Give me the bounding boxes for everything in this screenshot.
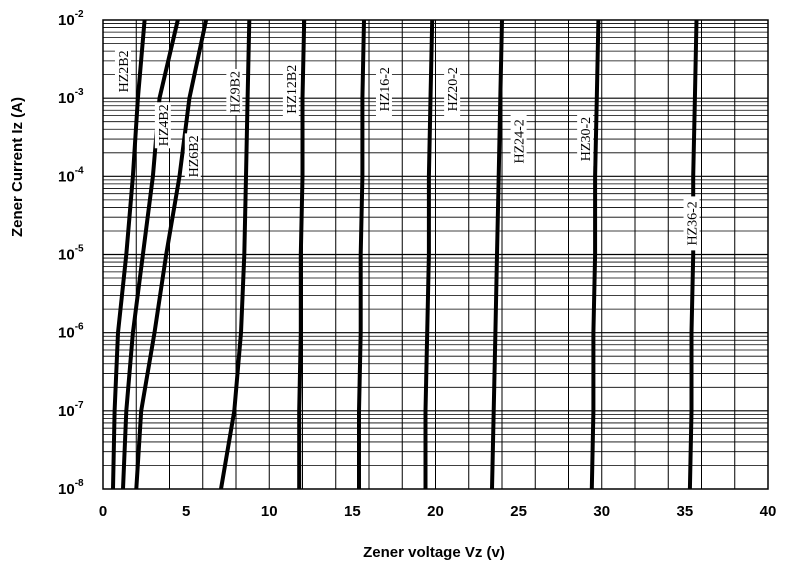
curve-hz9b2: [219, 19, 252, 490]
x-tick-label: 5: [182, 503, 190, 520]
curve-labels: HZ2B2 HZ4B2 HZ6B2 HZ9B2 HZ12B2 HZ16-2 HZ20-2 HZ…: [114, 48, 701, 251]
curve-hz24-2: [490, 19, 504, 490]
curve-label-bg: [114, 48, 131, 95]
curve-label-group: HZ9B2: [226, 68, 243, 115]
curve-label-bg: [683, 196, 700, 251]
curve-label-bg: [510, 114, 527, 169]
curve-label-group: HZ16-2: [375, 62, 393, 117]
x-axis-label: Zener voltage Vz (v): [363, 544, 505, 561]
curve-label: HZ16-2: [378, 67, 393, 111]
x-tick-labels: 0 5 10 15 20 25 30 35 40: [99, 503, 777, 520]
curve-hz12b2: [297, 19, 307, 489]
curve-label: HZ2B2: [117, 50, 132, 92]
y-tick-label: 10-4: [58, 165, 84, 185]
curve-label-bg: [154, 102, 171, 149]
x-tick-label: 35: [677, 503, 694, 520]
grid: [103, 20, 768, 489]
curve-label: HZ20-2: [446, 67, 461, 111]
x-tick-label: 25: [510, 503, 527, 520]
curve-hz16-2: [357, 19, 366, 489]
curve-label-bg: [375, 62, 392, 117]
y-tick-labels: 10-8 10-7 10-6 10-5 10-4 10-3 10-2: [58, 9, 84, 498]
curve-label-bg: [184, 133, 201, 180]
plot-frame: [102, 19, 769, 490]
curve-label-group: HZ20-2: [444, 62, 461, 117]
x-tick-label: 10: [261, 503, 278, 520]
x-tick-label: 30: [593, 503, 610, 520]
curve-label-bg: [577, 112, 594, 167]
curve-label-group: HZ2B2: [114, 48, 132, 95]
curve-label-bg: [226, 68, 243, 115]
curve-label: HZ36-2: [686, 201, 701, 245]
curve-hz20-2: [423, 19, 435, 489]
x-tick-label: 15: [344, 503, 361, 520]
curve-hz4b2: [121, 19, 180, 490]
curve-label-group: HZ30-2: [577, 112, 594, 167]
y-tick-label: 10-3: [58, 87, 84, 107]
curve-label-bg: [444, 62, 461, 117]
y-tick-label: 10-8: [58, 478, 84, 498]
curve-label-bg: [282, 62, 299, 117]
curve-label-group: HZ12B2: [282, 62, 300, 117]
curve-hz2b2: [111, 19, 147, 490]
curve-label: HZ4B2: [157, 104, 172, 146]
y-tick-label: 10-2: [58, 9, 84, 29]
curve-label-group: HZ4B2: [154, 102, 172, 149]
x-tick-label: 0: [99, 503, 107, 520]
y-tick-label: 10-6: [58, 322, 84, 342]
curve-label: HZ30-2: [579, 117, 594, 161]
curve-label: HZ6B2: [187, 135, 202, 177]
curves: [111, 19, 699, 490]
y-tick-label: 10-7: [58, 400, 84, 420]
curve-hz6b2: [134, 19, 209, 490]
curve-label: HZ9B2: [228, 71, 243, 113]
curve-label-group: HZ6B2: [184, 133, 202, 180]
curve-label: HZ24-2: [513, 119, 528, 163]
x-tick-label: 40: [760, 503, 777, 520]
y-axis-label: Zener Current Iz (A): [9, 97, 26, 237]
curve-label-group: HZ36-2: [683, 196, 701, 251]
curve-hz30-2: [589, 19, 601, 490]
y-tick-label: 10-5: [58, 244, 84, 264]
curve-hz36-2: [687, 19, 699, 490]
curve-label: HZ12B2: [285, 65, 300, 114]
x-tick-label: 20: [427, 503, 444, 520]
curve-label-group: HZ24-2: [510, 114, 528, 169]
